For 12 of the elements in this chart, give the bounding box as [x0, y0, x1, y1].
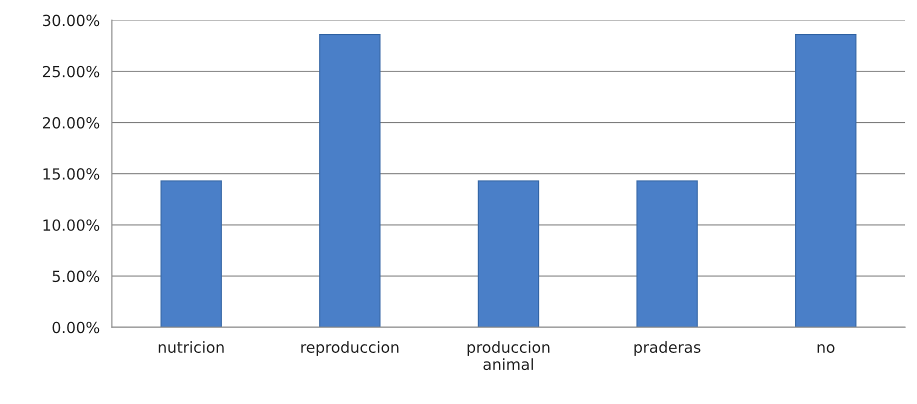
- y-tick-label: 10.00%: [43, 219, 100, 231]
- x-tick-label: no: [818, 344, 834, 353]
- y-tick-label: 30.00%: [42, 14, 100, 26]
- x-tick-label: produccion animal: [468, 341, 550, 370]
- y-tick-label: 5.00%: [52, 270, 100, 282]
- x-tick-label: praderas: [634, 341, 700, 356]
- x-tick-label: nutricion: [158, 341, 224, 353]
- x-tick-label: reproduccion: [301, 341, 398, 356]
- y-tick-label: 25.00%: [42, 66, 100, 78]
- y-tick-label: 20.00%: [42, 117, 100, 129]
- y-tick-label: 0.00%: [52, 322, 100, 334]
- y-tick-label: 15.00%: [43, 168, 100, 180]
